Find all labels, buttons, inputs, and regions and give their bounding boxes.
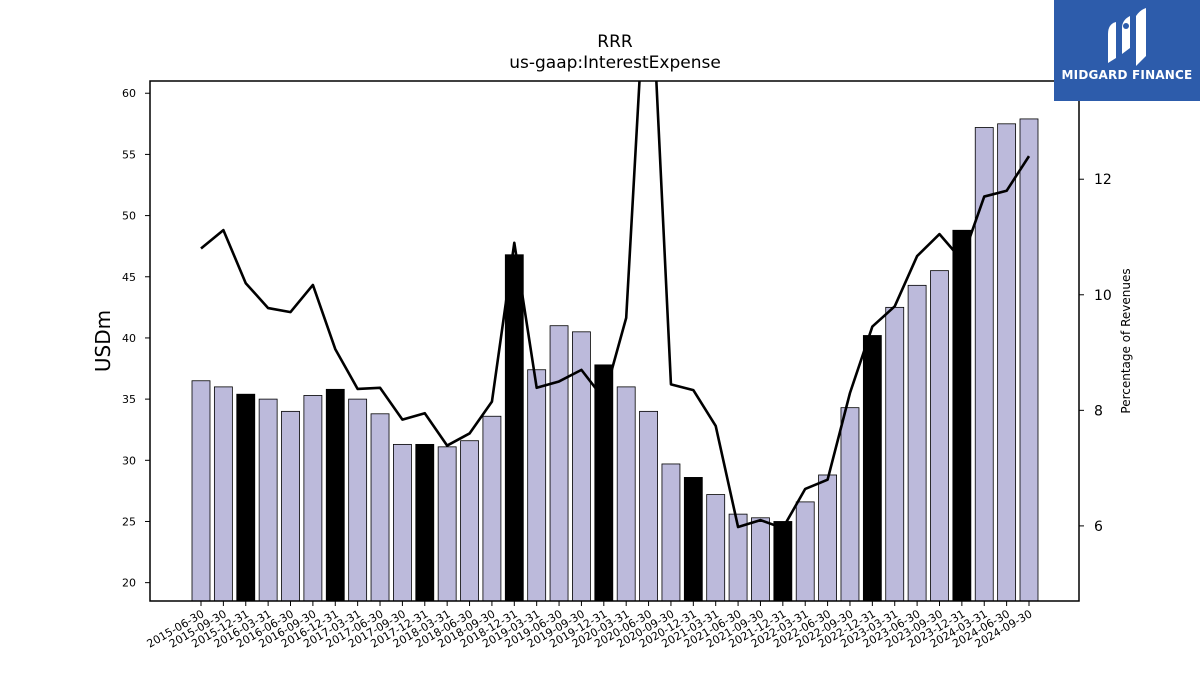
bar-2017-09-30 <box>393 443 412 602</box>
bar-2018-09-30 <box>482 415 502 602</box>
bar-2018-06-30 <box>460 440 479 602</box>
bar-2020-09-30 <box>661 463 681 602</box>
brand-logo: MIDGARD FINANCE <box>1054 0 1200 101</box>
logo-text: MIDGARD FINANCE <box>1061 68 1193 82</box>
bar-2023-06-30 <box>907 284 927 602</box>
bar-2022-12-31 <box>862 335 882 602</box>
y-tick-label-45: 45 <box>122 271 136 284</box>
bar-2015-09-30 <box>213 386 233 602</box>
bar-2024-09-30 <box>1019 118 1039 602</box>
bar-2020-03-31 <box>616 386 636 602</box>
y-tick-label-60: 60 <box>122 87 136 100</box>
bar-2021-12-31 <box>773 521 793 602</box>
y2-tick-label-10: 10 <box>1094 288 1112 304</box>
y2-axis-label: Percentage of Revenues <box>1119 268 1133 413</box>
bar-2020-06-30 <box>639 410 658 602</box>
bar-2016-09-30 <box>303 395 323 602</box>
bar-2024-06-30 <box>997 123 1017 602</box>
y-axis-label: USDm <box>91 310 115 372</box>
y-tick-label-25: 25 <box>122 515 136 528</box>
chart-title: RRR <box>597 32 633 52</box>
bar-2017-12-31 <box>415 443 435 602</box>
bar-2016-03-31 <box>258 398 278 602</box>
bar-2022-03-31 <box>795 501 815 602</box>
y-tick-label-20: 20 <box>122 577 136 590</box>
bar-2021-03-31 <box>706 494 726 602</box>
y-tick-label-55: 55 <box>122 148 136 161</box>
bar-2019-03-31 <box>527 369 547 602</box>
bar-2017-06-30 <box>370 413 390 602</box>
bar-2022-09-30 <box>840 407 860 602</box>
y-tick-label-35: 35 <box>122 393 136 406</box>
y-tick-label-30: 30 <box>122 454 136 467</box>
left-y-ticks: 20 25 30 35 40 45 50 55 60 <box>122 87 150 590</box>
percentage-line <box>200 81 1031 530</box>
logo-mark-icon <box>1108 8 1146 66</box>
right-y-ticks: 6 8 10 12 <box>1079 172 1112 535</box>
bar-2015-12-31 <box>236 393 256 602</box>
bar-2023-12-31 <box>952 229 972 602</box>
bar-2023-09-30 <box>930 270 949 602</box>
bar-2017-03-31 <box>348 398 368 602</box>
bar-2019-06-30 <box>549 325 569 602</box>
y2-tick-label-8: 8 <box>1094 403 1103 419</box>
bar-2019-12-31 <box>594 364 614 602</box>
x-ticks: 2015-06-302015-09-302015-12-312016-03-31… <box>145 601 1035 651</box>
bar-2020-12-31 <box>683 477 703 602</box>
bar-2018-03-31 <box>437 446 457 602</box>
bar-2022-06-30 <box>818 474 837 602</box>
bar-2023-03-31 <box>885 306 905 602</box>
line-series <box>200 81 1031 530</box>
bar-2016-12-31 <box>325 388 345 602</box>
y2-tick-label-12: 12 <box>1094 172 1112 188</box>
bar-2021-09-30 <box>751 517 770 602</box>
bar-series <box>191 118 1039 602</box>
bar-2015-06-30 <box>191 380 211 602</box>
plot-frame <box>149 80 1080 602</box>
y2-tick-label-6: 6 <box>1094 519 1103 535</box>
bar-2018-12-31 <box>504 254 524 602</box>
y-tick-label-40: 40 <box>122 332 136 345</box>
chart-subtitle: us-gaap:InterestExpense <box>509 53 721 73</box>
y-tick-label-50: 50 <box>122 210 136 223</box>
bar-2016-06-30 <box>281 410 300 602</box>
